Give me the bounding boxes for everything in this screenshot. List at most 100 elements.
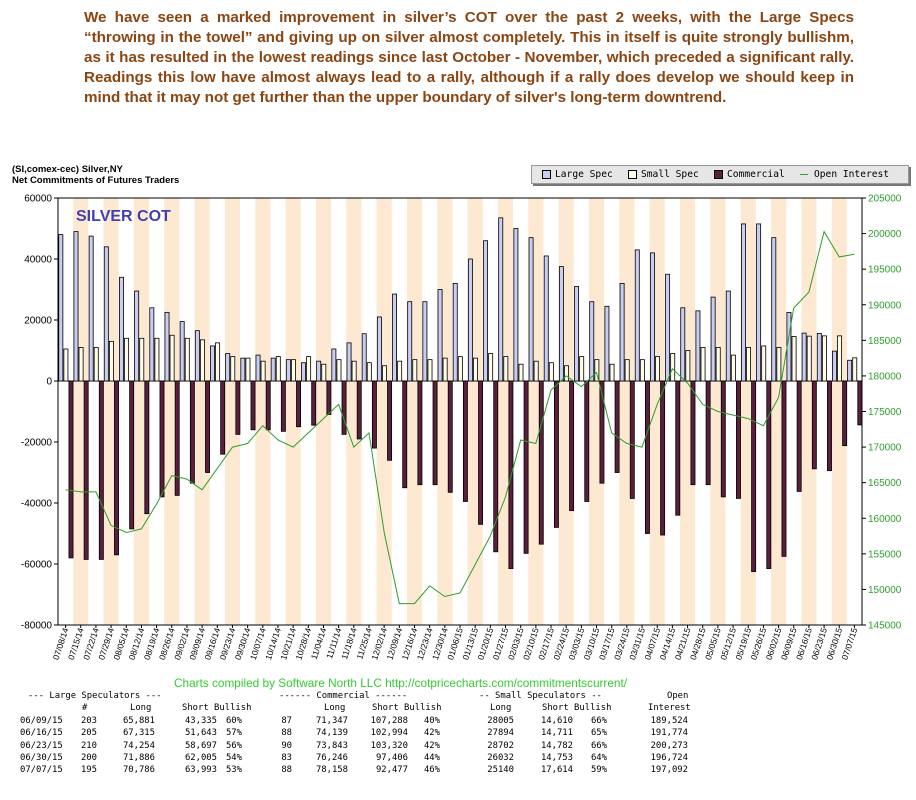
bar-large-spec (634, 249, 640, 382)
bar-commercial (538, 380, 544, 545)
table-cell-ss-bull: 59% (590, 765, 607, 776)
bar-small-spec (715, 347, 721, 382)
table-cell-ls-short: 43,335 (184, 715, 217, 726)
bar-commercial (144, 380, 150, 515)
bar-small-spec (564, 365, 569, 382)
bar-commercial (675, 380, 681, 516)
bar-commercial (402, 380, 408, 489)
bar-small-spec (503, 356, 509, 382)
background-band (679, 198, 696, 625)
bar-commercial (220, 380, 226, 455)
legend-commercial: Commercial (714, 169, 785, 180)
bar-commercial (174, 380, 180, 496)
table-cell-oi: 200,273 (650, 740, 688, 751)
legend-large-spec-label: Large Spec (555, 169, 613, 180)
bar-large-spec (119, 276, 124, 382)
table-cell-c-long: 76,246 (315, 752, 348, 763)
bar-commercial (114, 380, 119, 556)
table-cell-date: 07/07/15 (20, 765, 63, 776)
left-axis-tick-label: 60000 (24, 194, 52, 205)
bar-commercial (371, 380, 377, 449)
table-cell-date: 06/23/15 (20, 740, 63, 751)
bar-commercial (326, 380, 332, 415)
table-cell-c-bull: 46% (423, 765, 440, 776)
bar-small-spec (852, 357, 858, 382)
bar-large-spec (498, 217, 504, 382)
table-cell-ls-bull: 60% (225, 715, 242, 726)
bar-small-spec (609, 363, 615, 382)
table-cell-c-num: 90 (281, 740, 292, 751)
table-cell-ss-bull: 66% (590, 740, 607, 751)
bar-commercial (811, 380, 817, 470)
table-cell-ls-long: 74,254 (122, 740, 155, 751)
bar-small-spec (624, 359, 630, 382)
bar-commercial (827, 380, 832, 472)
bar-large-spec (407, 301, 413, 382)
right-axis-tick-label: 205000 (868, 194, 902, 205)
bar-large-spec (422, 301, 428, 382)
bar-commercial (584, 380, 590, 502)
bar-large-spec (665, 273, 671, 382)
table-cell-c-bull: 40% (423, 715, 440, 726)
background-band (831, 198, 847, 625)
bar-large-spec (179, 321, 185, 382)
col-large-long: Long (130, 703, 152, 714)
table-cell-date: 06/16/15 (20, 728, 63, 739)
table-cell-ls-num: 195 (80, 765, 97, 776)
bar-large-spec (513, 228, 519, 382)
table-cell-c-short: 92,477 (375, 765, 408, 776)
table-cell-oi: 197,092 (650, 765, 688, 776)
bar-large-spec (73, 231, 79, 382)
bar-small-spec (533, 360, 539, 382)
right-axis-tick-label: 165000 (868, 478, 902, 489)
bar-small-spec (730, 354, 736, 382)
bar-large-spec (847, 359, 853, 382)
bar-small-spec (154, 337, 160, 382)
table-cell-c-num: 87 (281, 715, 292, 726)
table-cell-c-short: 103,320 (370, 740, 408, 751)
bar-large-spec (680, 307, 686, 382)
background-band (224, 198, 241, 625)
table-cell-c-long: 78,158 (315, 765, 348, 776)
table-cell-ls-bull: 54% (225, 752, 242, 763)
bar-large-spec (361, 333, 367, 382)
bar-commercial (280, 380, 286, 432)
table-cell-oi: 196,724 (650, 752, 688, 763)
bar-small-spec (93, 347, 99, 382)
bar-small-spec (518, 363, 524, 382)
table-cell-c-long: 73,843 (315, 740, 348, 751)
right-axis-tick-label: 190000 (868, 300, 902, 311)
legend-open-interest-line (800, 173, 808, 175)
bar-commercial (736, 380, 741, 499)
bar-large-spec (558, 266, 564, 382)
left-axis-tick-label: -20000 (21, 438, 53, 449)
bar-small-spec (199, 339, 205, 382)
bar-large-spec (589, 301, 595, 382)
table-cell-ls-short: 63,993 (184, 765, 217, 776)
right-axis-tick-label: 155000 (868, 549, 902, 560)
table-cell-c-short: 97,406 (375, 752, 408, 763)
bar-commercial (614, 380, 620, 473)
bar-large-spec (210, 345, 215, 382)
legend-large-spec-swatch (542, 169, 551, 179)
right-axis-tick-label: 160000 (868, 514, 902, 525)
table-cell-ls-short: 51,643 (184, 728, 217, 739)
table-cell-ls-bull: 57% (225, 728, 242, 739)
bar-large-spec (801, 332, 807, 382)
bar-large-spec (194, 330, 200, 382)
table-cell-ss-short: 14,610 (540, 715, 573, 726)
bar-small-spec (442, 357, 448, 382)
legend-large-spec: Large Spec (542, 169, 613, 180)
table-cell-ls-long: 71,886 (122, 752, 155, 763)
background-band (315, 198, 332, 625)
right-axis-tick-label: 145000 (868, 621, 902, 632)
table-cell-ls-short: 58,697 (184, 740, 217, 751)
bar-large-spec (543, 255, 549, 382)
bar-commercial (83, 380, 89, 560)
bar-large-spec (301, 362, 306, 382)
bar-commercial (432, 380, 438, 486)
header-small-speculators: -- Small Speculators -- (479, 691, 602, 701)
bar-commercial (796, 380, 802, 492)
bar-large-spec (240, 357, 246, 382)
bar-commercial (159, 380, 165, 498)
